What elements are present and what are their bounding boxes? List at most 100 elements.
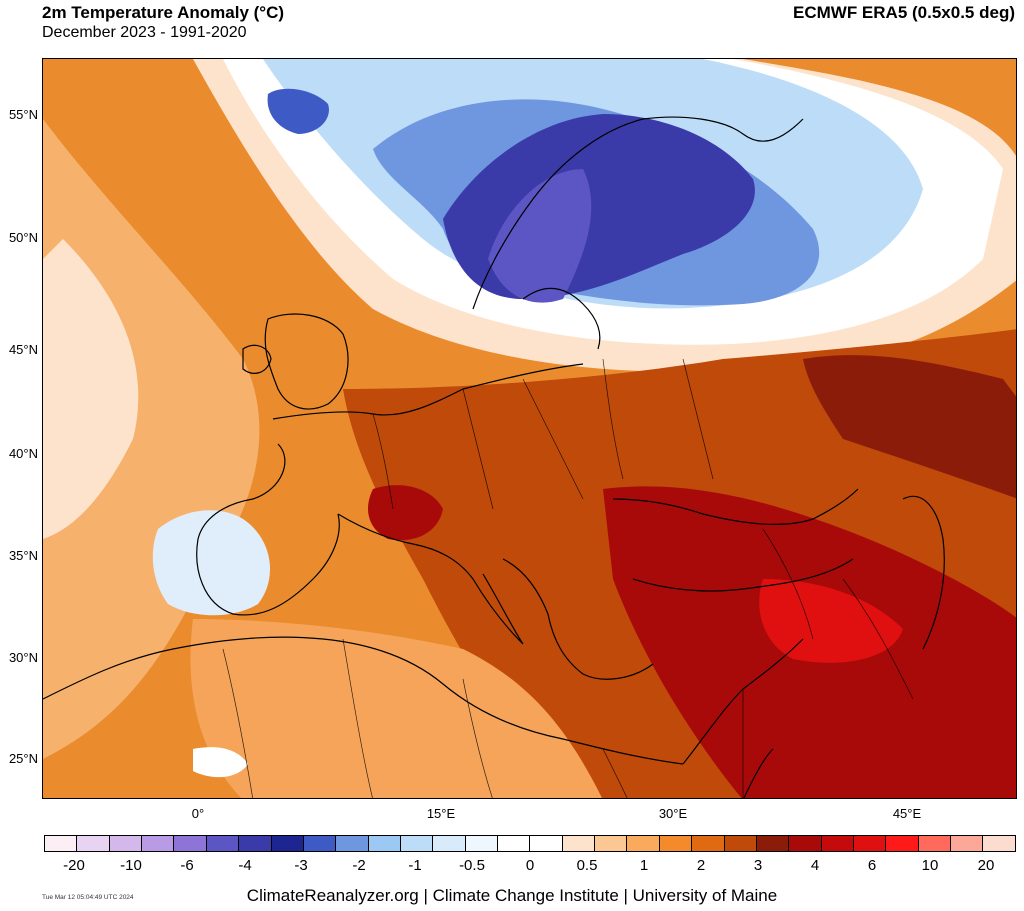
scale-tick: -1: [408, 857, 422, 874]
color-scale-cell: [724, 836, 757, 851]
scale-tick: 0.5: [576, 857, 598, 874]
color-scale-cell: [303, 836, 337, 851]
border-10: [462, 678, 493, 798]
black-sea-north-coast: [612, 488, 859, 526]
anomaly-map-canvas: [43, 59, 1016, 798]
scale-tick: -3: [294, 857, 308, 874]
color-scale-cell: [174, 836, 207, 851]
color-scale-cell: [465, 836, 499, 851]
lat-label-40: 40°N: [8, 446, 38, 461]
great-britain-coast: [264, 313, 349, 410]
border-11: [602, 748, 628, 798]
border-3: [522, 378, 584, 500]
lat-label-45: 45°N: [8, 342, 38, 357]
map-subtitle: December 2023 - 1991-2020: [42, 24, 247, 41]
hot-core-anatolia: [759, 579, 903, 663]
cold-anomaly-iceland: [267, 88, 329, 134]
color-scale-cell: [368, 836, 401, 851]
scale-tick: 4: [810, 857, 820, 874]
lon-label-45e: 45°E: [892, 806, 922, 821]
color-scale-cell: [142, 836, 175, 851]
color-scale-cell: [821, 836, 854, 851]
north-sea-coast: [272, 363, 584, 420]
color-scale-cell: [627, 836, 660, 851]
color-scale-cell: [918, 836, 952, 851]
red-sea-coast: [743, 748, 774, 798]
border-2: [462, 388, 494, 510]
border-4: [602, 358, 624, 480]
black-sea-south-coast: [632, 558, 854, 592]
scandinavia-coast: [472, 116, 804, 310]
scale-tick: -10: [120, 857, 142, 874]
north-africa-coast: [43, 636, 684, 765]
country-borders: [222, 358, 914, 798]
color-scale-cell: [271, 836, 304, 851]
baltic-coast: [522, 287, 601, 350]
border-7: [842, 578, 914, 700]
border-8: [222, 648, 254, 798]
color-scale-cell: [239, 836, 272, 851]
color-scale-cell: [498, 836, 531, 851]
scale-tick: 0: [525, 857, 535, 874]
color-scale-cell: [886, 836, 919, 851]
border-1: [372, 413, 394, 510]
scale-tick: 20: [977, 857, 995, 874]
color-scale-cell: [756, 836, 790, 851]
caspian-coast: [902, 495, 945, 650]
iberia-coast: [196, 443, 340, 616]
color-scale-cell: [692, 836, 725, 851]
lat-label-25: 25°N: [8, 751, 38, 766]
color-scale-cell: [789, 836, 822, 851]
pale-anomaly-north-africa: [190, 619, 602, 798]
near-zero-patch-west: [43, 239, 139, 539]
ireland-coast: [242, 344, 272, 374]
color-scale-cell: [853, 836, 887, 851]
color-scale-cell: [45, 836, 78, 851]
color-scale-cell: [433, 836, 466, 851]
border-5: [682, 358, 714, 480]
scale-tick: -0.5: [459, 857, 485, 874]
anomaly-map[interactable]: [42, 58, 1017, 799]
pale-anomaly-atlantic: [43, 119, 260, 759]
dataset-label: ECMWF ERA5 (0.5x0.5 deg): [793, 3, 1015, 22]
lon-label-0: 0°: [191, 806, 205, 821]
lat-label-55: 55°N: [8, 107, 38, 122]
scale-tick: 1: [639, 857, 649, 874]
color-scale-cell: [595, 836, 628, 851]
cold-core-norway: [488, 169, 592, 303]
scale-tick: -6: [180, 857, 194, 874]
scale-tick: -4: [238, 857, 252, 874]
scale-tick: -20: [63, 857, 85, 874]
color-scale-cell: [336, 836, 369, 851]
hot-core-alps: [368, 485, 443, 541]
near-zero-sahara: [193, 747, 248, 778]
scale-tick: -2: [352, 857, 366, 874]
color-scale-cell: [983, 836, 1015, 851]
color-scale-cell: [951, 836, 984, 851]
scale-tick: 6: [867, 857, 877, 874]
hot-anomaly-russia: [803, 355, 1016, 499]
color-scale-cell: [530, 836, 563, 851]
lat-label-50: 50°N: [8, 230, 38, 245]
border-6: [762, 528, 814, 640]
color-scale-cell: [77, 836, 110, 851]
border-9: [342, 638, 373, 798]
lon-label-30e: 30°E: [658, 806, 688, 821]
scale-tick: 10: [921, 857, 939, 874]
near-zero-iberia: [152, 510, 270, 616]
lat-label-30: 30°N: [8, 650, 38, 665]
color-scale-cell: [109, 836, 143, 851]
lon-label-15e: 15°E: [426, 806, 456, 821]
coastlines: [43, 116, 945, 798]
lat-label-35: 35°N: [8, 548, 38, 563]
credit-line: ClimateReanalyzer.org | Climate Change I…: [246, 886, 778, 905]
color-scale-cell: [659, 836, 693, 851]
map-title: 2m Temperature Anomaly (°C): [42, 3, 285, 22]
color-scale-bar: [44, 835, 1016, 852]
scale-tick: 3: [753, 857, 763, 874]
italy-coast: [337, 513, 524, 645]
balkan-coast: [502, 558, 654, 680]
color-scale-cell: [562, 836, 596, 851]
color-scale-cell: [206, 836, 240, 851]
scale-tick: 2: [696, 857, 706, 874]
